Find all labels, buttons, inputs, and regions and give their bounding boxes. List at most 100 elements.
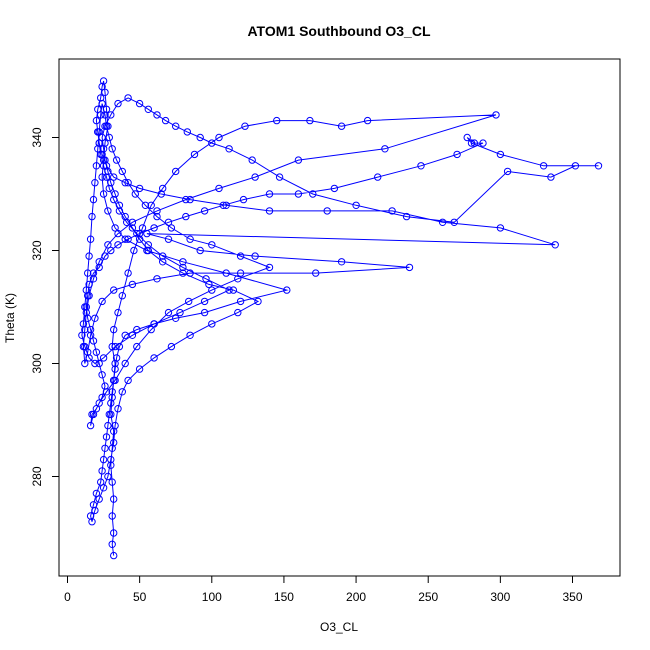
data-point	[99, 190, 108, 198]
data-point	[86, 331, 95, 339]
data-point	[85, 354, 93, 362]
data-point	[337, 122, 346, 130]
data-point	[98, 371, 106, 379]
data-point	[98, 467, 106, 475]
data-point	[153, 275, 161, 283]
data-point	[222, 269, 230, 277]
data-point	[104, 472, 112, 481]
x-tick-label: 50	[133, 590, 147, 604]
data-point	[86, 421, 95, 430]
data-point	[176, 308, 184, 317]
data-point	[309, 190, 317, 198]
data-point	[110, 551, 118, 560]
data-point	[81, 359, 89, 368]
data-point	[99, 455, 108, 464]
data-point	[164, 235, 173, 243]
data-point	[453, 150, 461, 159]
data-point	[492, 111, 500, 119]
data-point	[167, 224, 176, 232]
data-point	[153, 111, 161, 119]
data-point	[92, 348, 101, 356]
data-point	[91, 506, 99, 515]
data-point	[98, 393, 106, 402]
data-point	[594, 162, 603, 170]
data-point	[121, 331, 129, 339]
data-point	[182, 212, 190, 221]
data-point	[363, 116, 372, 125]
data-point	[124, 94, 132, 102]
data-point	[467, 139, 476, 147]
data-point	[114, 99, 122, 108]
data-point	[97, 111, 105, 119]
y-tick-label: 320	[30, 240, 44, 260]
data-point	[89, 269, 98, 277]
data-point	[205, 280, 213, 289]
data-point	[388, 207, 396, 215]
y-tick-label: 280	[30, 466, 44, 486]
data-point	[159, 252, 167, 260]
data-point	[294, 190, 303, 198]
data-point	[108, 145, 116, 153]
data-point	[124, 376, 132, 385]
x-tick-label: 0	[64, 590, 71, 604]
data-point	[99, 162, 108, 170]
data-point	[323, 207, 331, 215]
data-point	[102, 173, 111, 181]
data-point	[135, 184, 144, 193]
data-point	[97, 478, 105, 486]
data-point	[144, 246, 153, 255]
data-point	[135, 229, 144, 238]
data-point	[114, 229, 122, 238]
plot-frame	[58, 58, 621, 577]
data-point	[121, 359, 129, 368]
data-point	[222, 201, 230, 210]
data-point	[479, 139, 487, 147]
data-point	[236, 269, 245, 277]
data-point	[101, 88, 109, 97]
data-point	[110, 495, 118, 503]
data-point	[131, 190, 140, 198]
data-point	[111, 190, 119, 198]
data-point	[352, 201, 360, 210]
data-point	[130, 246, 138, 255]
data-point	[202, 275, 210, 283]
data-point	[450, 218, 458, 227]
data-point	[196, 246, 204, 255]
data-point	[147, 325, 155, 334]
data-point	[98, 99, 106, 108]
data-point	[128, 331, 137, 339]
data-point	[144, 241, 153, 249]
data-point	[99, 354, 108, 362]
data-point	[114, 405, 122, 413]
data-point	[150, 224, 158, 232]
data-point	[82, 286, 91, 294]
data-point	[110, 529, 118, 537]
data-point	[200, 297, 209, 306]
data-point	[99, 77, 108, 85]
data-point	[159, 258, 167, 266]
data-point	[179, 263, 187, 272]
data-point	[110, 195, 118, 204]
data-point	[143, 229, 151, 238]
data-point	[95, 263, 103, 272]
data-point	[208, 286, 216, 294]
data-point	[108, 388, 116, 396]
data-point	[337, 258, 346, 266]
data-point	[110, 173, 118, 181]
data-point	[89, 501, 98, 509]
data-point	[234, 275, 242, 283]
data-point	[114, 241, 122, 249]
data-point	[111, 421, 119, 430]
data-point	[124, 179, 132, 187]
x-tick-label: 200	[346, 590, 366, 604]
data-point	[470, 139, 479, 147]
data-point	[200, 207, 209, 215]
data-point	[374, 173, 382, 181]
data-point	[381, 145, 389, 153]
data-point	[208, 139, 216, 147]
data-point	[107, 111, 115, 119]
data-point	[547, 173, 555, 181]
x-axis-label: O3_CL	[320, 620, 358, 634]
data-point	[248, 156, 256, 164]
data-point	[104, 207, 112, 215]
